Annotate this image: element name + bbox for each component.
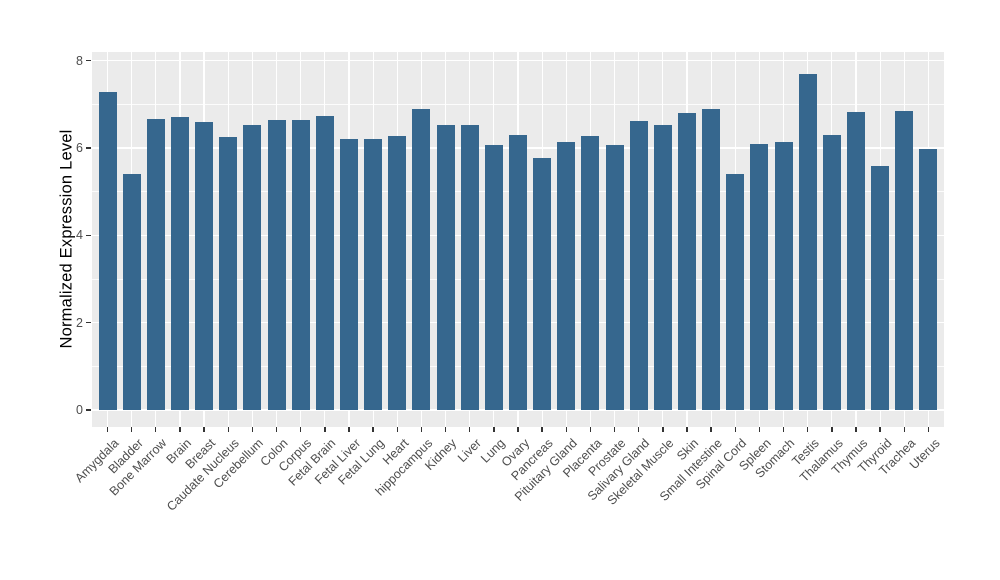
x-tick-mark bbox=[130, 427, 133, 432]
x-tick-mark bbox=[203, 427, 205, 432]
x-tick-mark bbox=[927, 427, 930, 432]
minor-gridline bbox=[92, 103, 944, 105]
bar-fetal-liver bbox=[339, 139, 358, 410]
x-tick-mark bbox=[734, 427, 736, 432]
y-tick-mark bbox=[86, 147, 91, 149]
x-tick-mark bbox=[106, 427, 109, 432]
x-tick-mark bbox=[324, 427, 326, 432]
y-tick-label: 0 bbox=[76, 403, 83, 417]
bar-lung bbox=[484, 145, 503, 410]
x-tick-mark bbox=[686, 427, 688, 432]
bar-spinal-cord bbox=[726, 173, 745, 410]
bar-spleen bbox=[750, 144, 769, 410]
bar-corpus bbox=[291, 120, 310, 410]
x-tick-mark bbox=[444, 427, 447, 432]
bar-salivary-gland bbox=[629, 121, 648, 410]
bar-skeletal-muscle bbox=[653, 124, 672, 410]
x-tick-mark bbox=[396, 427, 398, 432]
x-tick-mark bbox=[807, 427, 809, 432]
bar-thyroid bbox=[871, 165, 890, 410]
bar-uterus bbox=[919, 148, 938, 410]
bar-trachea bbox=[895, 111, 914, 410]
bar-thymus bbox=[847, 111, 866, 410]
bar-cerebellum bbox=[243, 124, 262, 410]
bar-pituitary-gland bbox=[557, 142, 576, 410]
x-tick-mark bbox=[638, 427, 640, 432]
x-tick-mark bbox=[662, 427, 664, 432]
y-tick-mark bbox=[86, 234, 91, 237]
bar-amygdala bbox=[98, 92, 117, 410]
x-tick-mark bbox=[468, 427, 471, 432]
bar-colon bbox=[267, 120, 286, 410]
bar-fetal-brain bbox=[315, 115, 334, 410]
x-tick-mark bbox=[879, 427, 881, 432]
bar-placenta bbox=[581, 135, 600, 410]
x-tick-mark bbox=[227, 427, 229, 432]
bar-fetal-lung bbox=[364, 138, 383, 410]
x-tick-mark bbox=[831, 427, 833, 432]
x-tick-mark bbox=[541, 427, 543, 432]
y-tick-mark bbox=[86, 322, 91, 324]
x-tick-mark bbox=[420, 427, 423, 432]
y-tick-mark bbox=[86, 60, 91, 62]
x-tick-mark bbox=[589, 427, 592, 432]
bar-pancreas bbox=[533, 157, 552, 410]
bar-breast bbox=[195, 122, 214, 410]
y-tick-label: 2 bbox=[76, 315, 83, 330]
bar-thalamus bbox=[822, 135, 841, 410]
x-tick-mark bbox=[251, 427, 254, 432]
x-tick-mark bbox=[613, 427, 616, 432]
bar-ovary bbox=[508, 135, 527, 410]
bar-small-intestine bbox=[702, 108, 721, 410]
bar-kidney bbox=[436, 125, 455, 410]
plot-panel bbox=[92, 52, 944, 427]
bar-heart bbox=[388, 135, 407, 410]
bar-liver bbox=[460, 125, 479, 410]
x-tick-mark bbox=[155, 427, 157, 432]
x-tick-mark bbox=[782, 427, 785, 432]
bar-testis bbox=[798, 73, 817, 410]
major-gridline bbox=[92, 60, 944, 62]
x-tick-mark bbox=[348, 427, 350, 432]
x-tick-label: Liver bbox=[454, 436, 484, 466]
bar-bone-marrow bbox=[146, 118, 165, 410]
x-tick-mark bbox=[299, 427, 302, 432]
x-tick-mark bbox=[855, 427, 857, 432]
x-tick-mark bbox=[517, 427, 519, 432]
bar-stomach bbox=[774, 141, 793, 410]
bar-prostate bbox=[605, 144, 624, 410]
bar-brain bbox=[170, 116, 189, 410]
x-tick-mark bbox=[710, 427, 712, 432]
x-tick-mark bbox=[179, 427, 181, 432]
x-tick-mark bbox=[565, 427, 567, 432]
bar-caudate-nucleus bbox=[219, 136, 238, 410]
x-tick-mark bbox=[372, 427, 374, 432]
bar-hippocampus bbox=[412, 108, 431, 410]
bar-bladder bbox=[122, 174, 141, 410]
x-tick-mark bbox=[493, 427, 495, 432]
y-tick-label: 8 bbox=[76, 53, 83, 68]
y-tick-label: 6 bbox=[76, 141, 83, 156]
x-tick-mark bbox=[903, 427, 905, 432]
x-tick-mark bbox=[275, 427, 278, 432]
y-tick-label: 4 bbox=[76, 228, 83, 243]
y-tick-mark bbox=[86, 409, 91, 411]
bar-skin bbox=[678, 113, 696, 410]
x-tick-mark bbox=[758, 427, 761, 432]
